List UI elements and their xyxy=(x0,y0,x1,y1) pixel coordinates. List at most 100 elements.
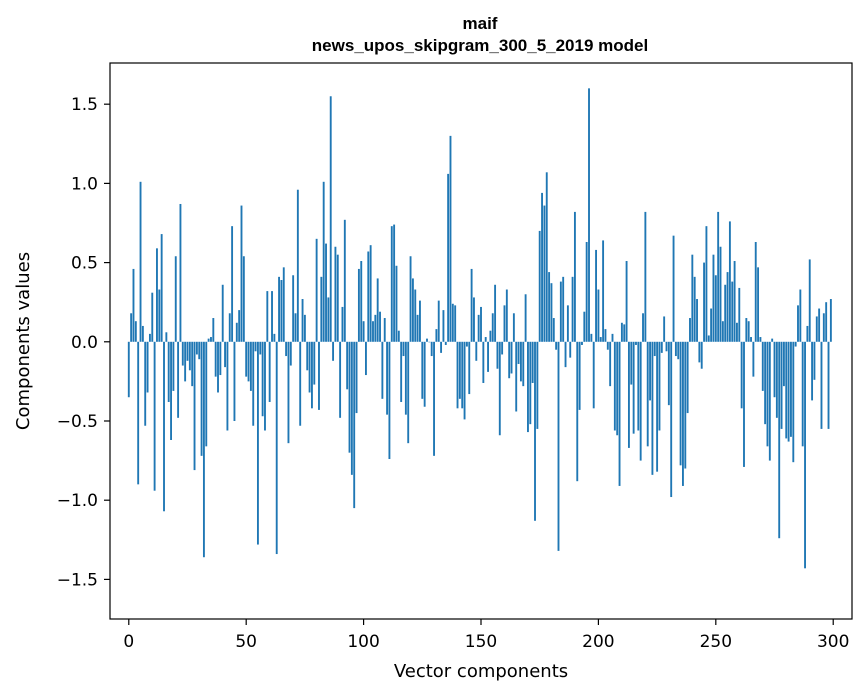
bar xyxy=(315,238,318,342)
x-tick-label: 300 xyxy=(817,632,849,652)
bar xyxy=(151,292,154,342)
bar xyxy=(747,321,750,342)
bar xyxy=(761,341,764,391)
bar xyxy=(442,310,445,342)
bar xyxy=(224,341,226,368)
bar xyxy=(663,316,666,342)
bar xyxy=(825,302,828,342)
bar xyxy=(285,341,288,357)
bar xyxy=(524,294,527,342)
chart-title: maif xyxy=(463,14,498,33)
bar xyxy=(379,311,381,342)
bar xyxy=(496,341,499,369)
bar xyxy=(409,256,412,342)
bar xyxy=(508,341,511,379)
bar xyxy=(719,246,722,342)
x-tick-label: 250 xyxy=(700,632,732,652)
bar xyxy=(512,313,515,342)
bar xyxy=(287,341,290,444)
bar xyxy=(214,341,217,377)
bar xyxy=(691,254,694,342)
bar xyxy=(212,318,215,342)
bar xyxy=(127,341,130,398)
bar xyxy=(790,341,792,437)
bar xyxy=(517,341,520,364)
bar xyxy=(301,299,304,342)
bar xyxy=(181,341,184,366)
bar xyxy=(423,341,426,407)
bar xyxy=(522,341,525,387)
y-tick-label: 0.0 xyxy=(71,333,98,353)
bar xyxy=(752,341,755,377)
x-axis: 0 50 100 150 200 250 300 xyxy=(123,619,849,652)
bar xyxy=(548,272,551,342)
bar xyxy=(573,211,576,342)
bar xyxy=(505,289,508,342)
bar xyxy=(318,341,320,410)
bar xyxy=(294,313,297,342)
bar xyxy=(327,297,330,342)
bar xyxy=(679,341,682,466)
bar xyxy=(620,322,623,342)
bar xyxy=(191,341,194,387)
bar xyxy=(480,306,482,342)
bar xyxy=(588,88,590,342)
bar xyxy=(559,281,562,342)
bar xyxy=(343,219,346,342)
bar xyxy=(233,341,236,421)
bar xyxy=(484,337,487,342)
bar xyxy=(576,341,579,482)
bar xyxy=(320,276,323,342)
bar xyxy=(578,341,581,410)
bar xyxy=(510,341,513,374)
bar xyxy=(571,276,574,342)
bar xyxy=(519,341,522,382)
bar xyxy=(689,318,691,342)
bar xyxy=(536,341,539,429)
bar xyxy=(768,341,771,461)
bar xyxy=(754,242,757,342)
bar xyxy=(193,341,196,471)
bar xyxy=(745,318,748,342)
bar xyxy=(132,268,135,342)
bar xyxy=(750,337,752,342)
bar xyxy=(625,261,628,342)
plot-frame xyxy=(109,62,853,620)
x-tick-label: 150 xyxy=(465,632,497,652)
x-tick-label: 0 xyxy=(123,632,134,652)
bar xyxy=(656,341,659,472)
bar xyxy=(740,341,743,409)
bar xyxy=(226,341,229,431)
bar xyxy=(296,189,299,342)
bar xyxy=(134,321,137,342)
bar xyxy=(322,181,325,342)
bar xyxy=(642,313,644,342)
bar xyxy=(827,341,830,429)
bar xyxy=(465,341,468,347)
bar xyxy=(475,341,478,361)
bar xyxy=(256,341,259,545)
bar xyxy=(667,341,670,406)
bar xyxy=(489,330,492,342)
bar xyxy=(494,284,497,342)
bar xyxy=(808,259,811,342)
bar xyxy=(501,341,504,355)
bar xyxy=(733,261,736,342)
bar xyxy=(473,297,475,342)
bar xyxy=(498,341,501,436)
bar xyxy=(156,248,158,342)
bar xyxy=(245,341,248,377)
bar xyxy=(242,256,245,342)
bar xyxy=(249,341,252,391)
bar xyxy=(458,341,461,399)
bar xyxy=(186,341,189,361)
bar xyxy=(604,329,607,342)
bar xyxy=(686,341,689,414)
bar xyxy=(430,341,433,357)
bar xyxy=(153,341,156,491)
bar xyxy=(616,341,619,436)
bar xyxy=(738,287,741,342)
bar xyxy=(365,341,367,376)
bar xyxy=(252,341,255,426)
y-tick-label: 1.0 xyxy=(71,174,98,194)
